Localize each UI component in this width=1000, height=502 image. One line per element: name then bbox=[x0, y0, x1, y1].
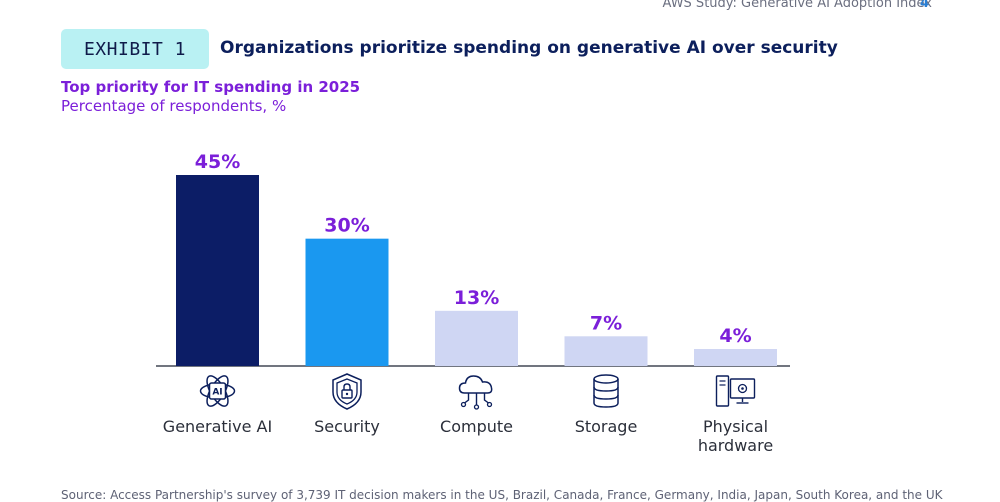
source-note: Source: Access Partnership's survey of 3… bbox=[61, 488, 943, 502]
value-label: 4% bbox=[719, 325, 751, 347]
page-number: 4 bbox=[920, 0, 930, 11]
value-label: 30% bbox=[324, 215, 369, 237]
bar-chart: 45% AI Generative AI 30% Security 13% Compute 7… bbox=[156, 151, 790, 455]
svg-text:AI: AI bbox=[212, 388, 222, 398]
value-label: 13% bbox=[454, 287, 499, 309]
cloud-network-icon bbox=[458, 375, 493, 410]
bar-physical-hardware bbox=[694, 349, 777, 366]
value-label: 7% bbox=[590, 312, 622, 334]
category-label: Generative AI bbox=[163, 417, 272, 436]
bar-security bbox=[305, 238, 389, 366]
exhibit-badge: EXHIBIT 1 bbox=[61, 29, 209, 69]
value-label: 45% bbox=[195, 151, 240, 173]
study-title: AWS Study: Generative AI Adoption Index bbox=[662, 0, 932, 11]
bar-storage bbox=[564, 336, 648, 366]
category-label: Security bbox=[314, 417, 380, 436]
category-label: Storage bbox=[575, 417, 638, 436]
shield-lock-icon bbox=[332, 373, 362, 410]
exhibit-title: Organizations prioritize spending on gen… bbox=[220, 38, 838, 58]
category-label: hardware bbox=[698, 436, 773, 455]
computer-hardware-icon bbox=[715, 375, 756, 407]
ai-chip-icon: AI bbox=[199, 375, 236, 407]
database-icon bbox=[593, 374, 619, 408]
chart-subtitle: Percentage of respondents, % bbox=[61, 97, 287, 115]
category-label: Physical bbox=[703, 417, 768, 436]
category-label: Compute bbox=[440, 417, 513, 436]
bar-generative-ai bbox=[176, 175, 259, 366]
exhibit-label: EXHIBIT 1 bbox=[83, 38, 187, 60]
bar-compute bbox=[435, 310, 518, 366]
chart-title: Top priority for IT spending in 2025 bbox=[61, 78, 361, 96]
